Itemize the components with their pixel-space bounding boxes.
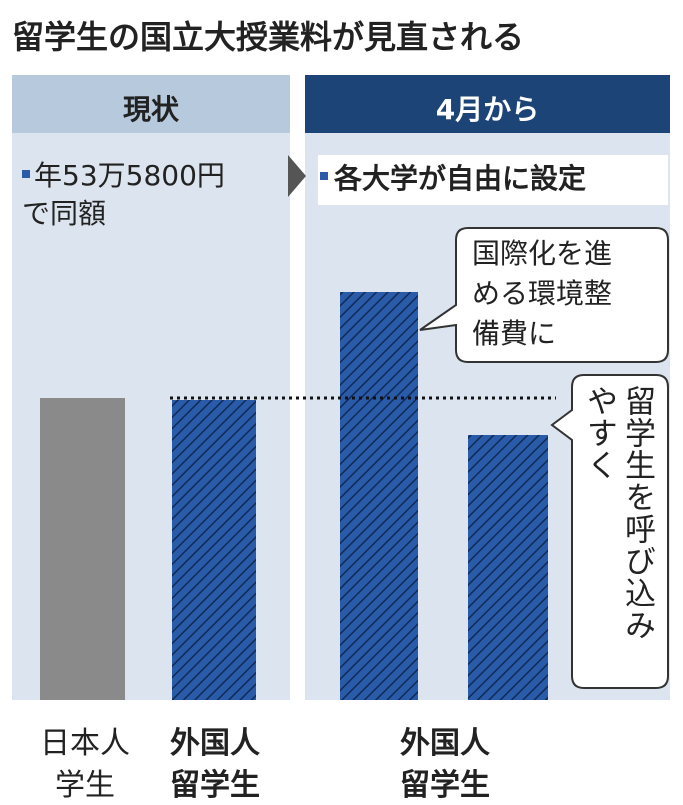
bar-foreign-now <box>172 400 256 700</box>
bullet <box>320 172 328 180</box>
bar-foreign-low <box>468 435 548 700</box>
arrow <box>288 155 306 197</box>
right-header-band <box>305 75 670 133</box>
callout-box <box>550 374 669 689</box>
category-label: 留学生 <box>170 768 260 803</box>
title: 留学生の国立大授業料が見直される <box>12 18 525 56</box>
left-header-band <box>12 75 290 133</box>
callout-line: 国際化を進 <box>472 237 613 270</box>
bar-foreign-high <box>340 292 418 700</box>
note-line: 年53万5800円 <box>34 159 225 192</box>
category-label: 留学生 <box>400 768 490 803</box>
bullet <box>22 170 30 178</box>
category-label: 外国人 <box>400 726 490 761</box>
category-label: 学生 <box>55 768 115 803</box>
note-box <box>318 155 668 205</box>
bar-japanese <box>40 398 125 700</box>
header: 現状 <box>122 93 179 126</box>
note-line: で同額 <box>22 197 107 230</box>
category-label: 外国人 <box>170 726 260 761</box>
callout-line: やすく <box>581 385 617 481</box>
callout-line: める環境整 <box>472 277 613 310</box>
note: 各大学が自由に設定 <box>334 162 587 195</box>
header: 4月から <box>435 93 540 126</box>
callout-line: 留学生を呼び込み <box>619 385 655 641</box>
category-label: 日本人 <box>40 726 130 761</box>
callout-line: 備費に <box>472 317 557 350</box>
callout-box <box>419 227 669 363</box>
